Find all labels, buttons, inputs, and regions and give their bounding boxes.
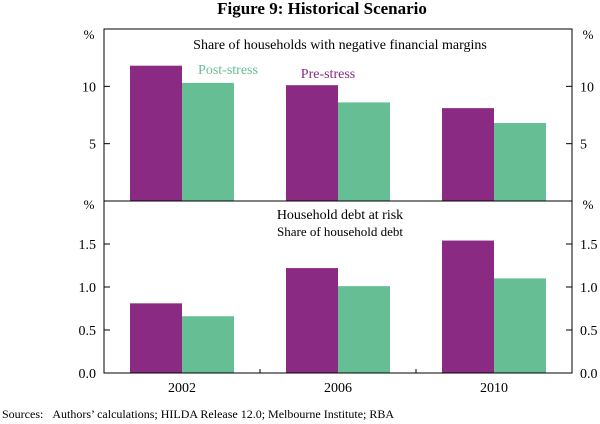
bottom-panel-subtitle: Share of household debt <box>277 224 403 239</box>
y-tick-label-right: 5 <box>580 138 587 153</box>
y-tick-label-right: 1.0 <box>580 281 598 296</box>
y-tick-label-left: 5 <box>89 138 96 153</box>
x-tick-label-2002: 2002 <box>168 381 196 396</box>
bar-bottom-post-stress-2010 <box>494 278 546 373</box>
bar-bottom-pre-stress-2002 <box>130 303 182 373</box>
y-tick-label-left: 10 <box>82 80 96 95</box>
x-labels-layer: 2002 2006 2010 <box>168 381 508 396</box>
bar-top-pre-stress-2010 <box>442 108 494 201</box>
bar-top-post-stress-2006 <box>338 102 390 201</box>
bar-top-pre-stress-2006 <box>286 85 338 201</box>
bar-bottom-pre-stress-2006 <box>286 268 338 373</box>
y-tick-label-left: 0.0 <box>79 367 97 382</box>
y-tick-label-left: 0.5 <box>79 324 97 339</box>
bottom-unit-left: % <box>84 197 95 212</box>
y-tick-label-right: 0.0 <box>580 367 598 382</box>
y-tick-label-left: 1.0 <box>79 281 97 296</box>
post-stress-annotation: Post-stress <box>198 63 258 78</box>
bottom-panel-title: Household debt at risk <box>277 208 403 223</box>
bar-top-pre-stress-2002 <box>130 65 182 202</box>
sources-note: Sources: Authors’ calculations; HILDA Re… <box>2 407 394 421</box>
y-tick-label-right: 1.5 <box>580 238 598 253</box>
figure-title: Figure 9: Historical Scenario <box>217 0 427 18</box>
bar-top-post-stress-2002 <box>182 82 234 201</box>
bar-top-post-stress-2010 <box>494 123 546 201</box>
bar-bottom-post-stress-2002 <box>182 316 234 373</box>
ticks-layer: 5 5 10 10 0.0 0.0 0.5 0.5 1.0 1.0 1.5 1.5 <box>79 80 598 382</box>
bars-layer <box>130 65 546 373</box>
bar-bottom-pre-stress-2010 <box>442 240 494 373</box>
x-tick-label-2006: 2006 <box>324 381 352 396</box>
top-panel-title: Share of households with negative financ… <box>193 38 487 53</box>
bottom-unit-right: % <box>583 197 594 212</box>
bar-bottom-post-stress-2006 <box>338 286 390 373</box>
pre-stress-annotation: Pre-stress <box>301 67 355 82</box>
top-unit-right: % <box>583 27 594 42</box>
x-tick-label-2010: 2010 <box>480 381 508 396</box>
top-unit-left: % <box>84 27 95 42</box>
y-tick-label-right: 0.5 <box>580 324 598 339</box>
y-tick-label-right: 10 <box>580 80 594 95</box>
y-tick-label-left: 1.5 <box>79 238 97 253</box>
